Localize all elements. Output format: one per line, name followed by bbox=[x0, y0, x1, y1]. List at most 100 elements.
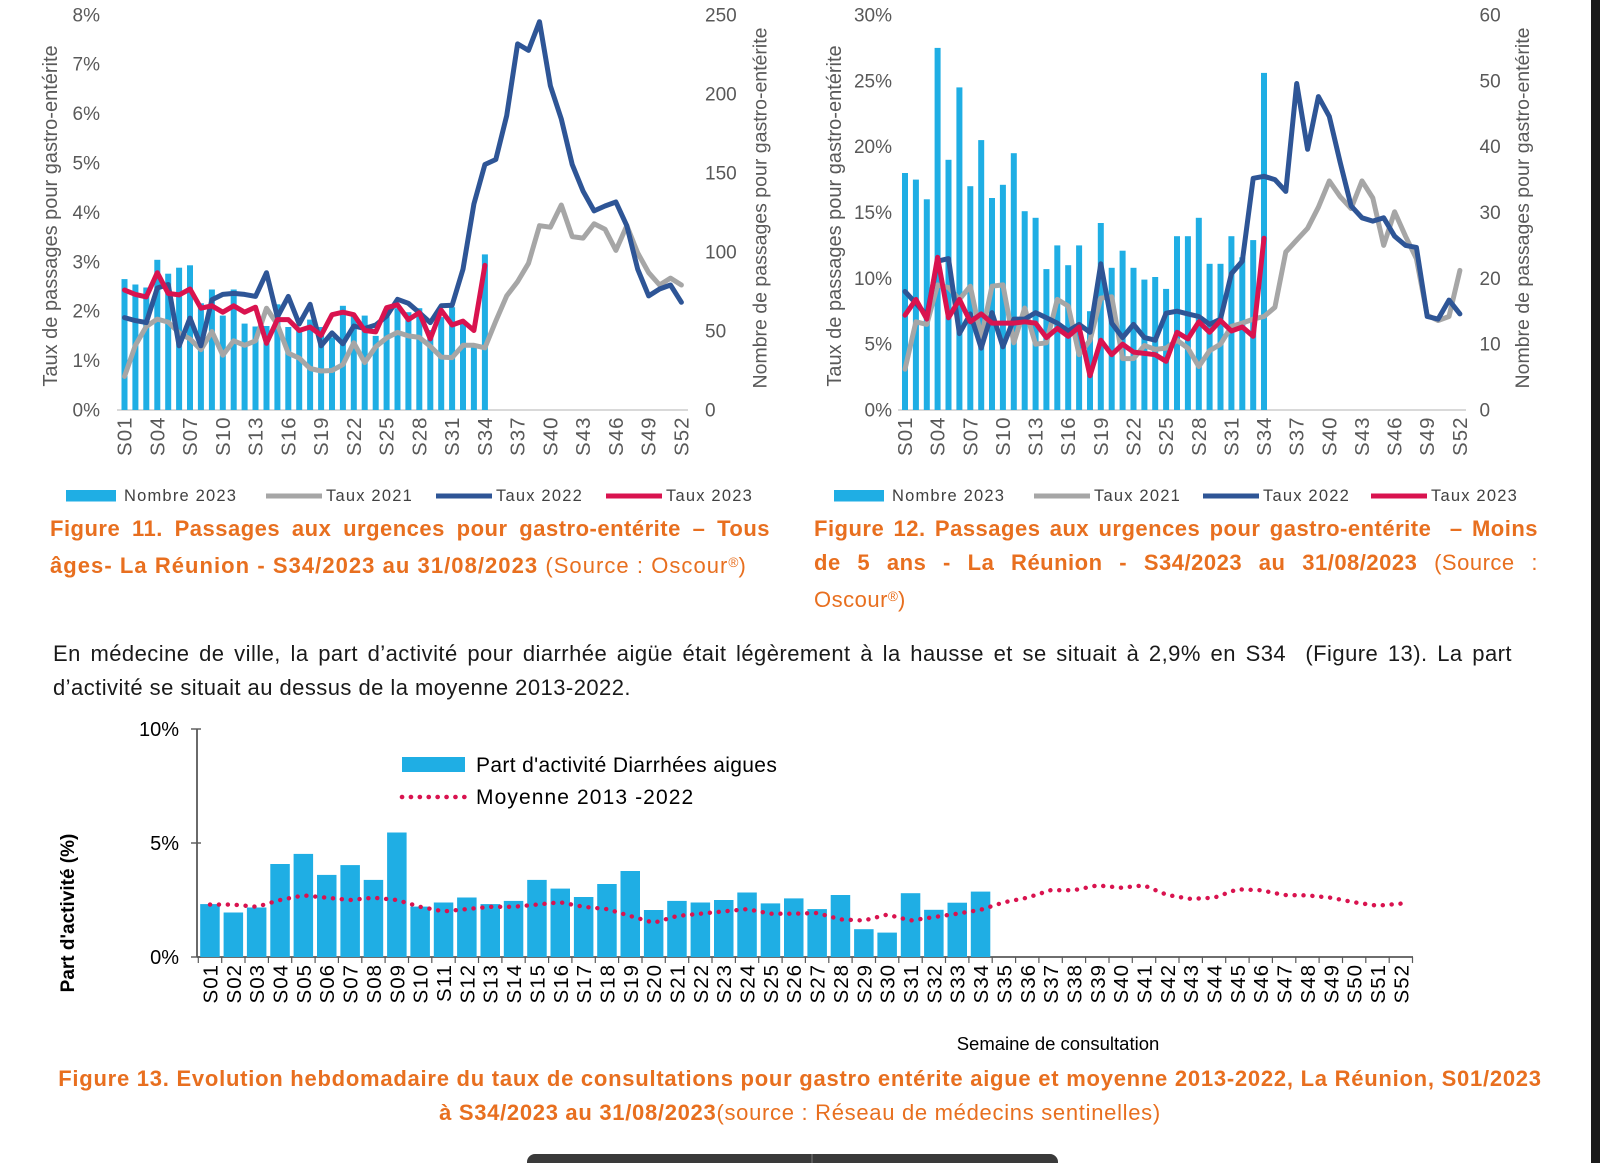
svg-text:S34: S34 bbox=[970, 964, 993, 1003]
svg-text:7%: 7% bbox=[73, 55, 101, 76]
svg-text:Moyenne 2013 -2022: Moyenne 2013 -2022 bbox=[476, 786, 694, 809]
svg-text:S10: S10 bbox=[212, 417, 235, 456]
svg-text:Taux 2021: Taux 2021 bbox=[326, 487, 413, 505]
svg-text:S28: S28 bbox=[830, 964, 853, 1003]
svg-text:S04: S04 bbox=[146, 417, 169, 456]
svg-text:S31: S31 bbox=[441, 417, 464, 456]
svg-text:S46: S46 bbox=[605, 417, 628, 456]
svg-text:0: 0 bbox=[1480, 401, 1491, 422]
svg-text:S01: S01 bbox=[114, 417, 137, 456]
svg-text:S19: S19 bbox=[310, 417, 333, 456]
svg-text:S27: S27 bbox=[807, 964, 830, 1003]
svg-text:250: 250 bbox=[705, 6, 737, 27]
svg-text:Part d'activité (%): Part d'activité (%) bbox=[58, 834, 79, 993]
svg-text:S50: S50 bbox=[1344, 964, 1367, 1003]
svg-text:S12: S12 bbox=[456, 964, 479, 1003]
svg-text:60: 60 bbox=[1480, 6, 1501, 27]
svg-text:S35: S35 bbox=[993, 964, 1016, 1003]
svg-text:S19: S19 bbox=[620, 964, 643, 1003]
svg-text:S07: S07 bbox=[959, 417, 982, 456]
svg-text:Taux 2023: Taux 2023 bbox=[1431, 487, 1518, 505]
svg-text:S10: S10 bbox=[410, 964, 433, 1003]
svg-text:S25: S25 bbox=[760, 964, 783, 1003]
svg-text:S13: S13 bbox=[1025, 417, 1048, 456]
svg-text:10%: 10% bbox=[139, 719, 179, 741]
svg-text:S18: S18 bbox=[597, 964, 620, 1003]
svg-text:S22: S22 bbox=[343, 417, 366, 456]
svg-text:S06: S06 bbox=[316, 964, 339, 1003]
svg-text:Taux de passages pour gastro-e: Taux de passages pour gastro-entérite bbox=[40, 45, 62, 386]
svg-text:Taux 2023: Taux 2023 bbox=[666, 487, 753, 505]
svg-text:15%: 15% bbox=[854, 203, 892, 224]
svg-text:S47: S47 bbox=[1274, 964, 1297, 1003]
svg-text:50: 50 bbox=[1480, 71, 1501, 92]
svg-text:S40: S40 bbox=[539, 417, 562, 456]
svg-text:5%: 5% bbox=[73, 154, 101, 175]
svg-text:Taux 2021: Taux 2021 bbox=[1094, 487, 1181, 505]
svg-text:2%: 2% bbox=[73, 302, 101, 323]
svg-text:S08: S08 bbox=[363, 964, 386, 1003]
svg-text:Nombre 2023: Nombre 2023 bbox=[892, 487, 1005, 505]
svg-text:S07: S07 bbox=[340, 964, 363, 1003]
svg-text:S16: S16 bbox=[1057, 417, 1080, 456]
svg-text:S28: S28 bbox=[1188, 417, 1211, 456]
svg-text:1%: 1% bbox=[73, 351, 101, 372]
svg-text:S19: S19 bbox=[1090, 417, 1113, 456]
svg-text:10%: 10% bbox=[854, 269, 892, 290]
svg-text:Taux 2022: Taux 2022 bbox=[1263, 487, 1350, 505]
svg-text:S43: S43 bbox=[1351, 417, 1374, 456]
svg-text:S49: S49 bbox=[638, 417, 661, 456]
svg-text:S41: S41 bbox=[1134, 964, 1157, 1003]
svg-text:100: 100 bbox=[705, 243, 737, 264]
svg-text:S16: S16 bbox=[550, 964, 573, 1003]
svg-text:5%: 5% bbox=[865, 335, 893, 356]
svg-text:S37: S37 bbox=[507, 417, 530, 456]
svg-text:S34: S34 bbox=[474, 417, 497, 456]
svg-text:S25: S25 bbox=[376, 417, 399, 456]
svg-text:Taux de passages pour gastro-e: Taux de passages pour gastro-entérite bbox=[824, 45, 846, 386]
svg-text:20%: 20% bbox=[854, 137, 892, 158]
svg-text:S39: S39 bbox=[1087, 964, 1110, 1003]
svg-text:Nombre de passages pour gastro: Nombre de passages pour gastro-entérite bbox=[750, 28, 772, 389]
svg-text:Taux 2022: Taux 2022 bbox=[496, 487, 583, 505]
svg-text:S24: S24 bbox=[737, 964, 760, 1003]
svg-text:200: 200 bbox=[705, 85, 737, 106]
svg-text:S07: S07 bbox=[179, 417, 202, 456]
svg-text:S52: S52 bbox=[670, 417, 693, 456]
svg-text:S15: S15 bbox=[526, 964, 549, 1003]
svg-text:S31: S31 bbox=[1220, 417, 1243, 456]
svg-text:S23: S23 bbox=[713, 964, 736, 1003]
svg-text:S37: S37 bbox=[1040, 964, 1063, 1003]
svg-text:0%: 0% bbox=[150, 947, 179, 969]
svg-text:S52: S52 bbox=[1390, 964, 1413, 1003]
svg-text:S21: S21 bbox=[667, 964, 690, 1003]
svg-text:S46: S46 bbox=[1250, 964, 1273, 1003]
svg-text:S22: S22 bbox=[1123, 417, 1146, 456]
svg-text:10: 10 bbox=[1480, 335, 1501, 356]
svg-text:S49: S49 bbox=[1320, 964, 1343, 1003]
svg-text:S14: S14 bbox=[503, 964, 526, 1003]
svg-text:S20: S20 bbox=[643, 964, 666, 1003]
svg-text:S36: S36 bbox=[1017, 964, 1040, 1003]
svg-text:S46: S46 bbox=[1384, 417, 1407, 456]
svg-text:S09: S09 bbox=[386, 964, 409, 1003]
svg-text:S31: S31 bbox=[900, 964, 923, 1003]
svg-text:S44: S44 bbox=[1204, 964, 1227, 1003]
svg-text:S04: S04 bbox=[927, 417, 950, 456]
svg-text:S04: S04 bbox=[270, 964, 293, 1003]
svg-text:S33: S33 bbox=[947, 964, 970, 1003]
svg-text:S34: S34 bbox=[1253, 417, 1276, 456]
svg-text:Nombre 2023: Nombre 2023 bbox=[124, 487, 237, 505]
svg-text:40: 40 bbox=[1480, 137, 1501, 158]
svg-text:S38: S38 bbox=[1064, 964, 1087, 1003]
svg-text:S48: S48 bbox=[1297, 964, 1320, 1003]
svg-text:S49: S49 bbox=[1416, 417, 1439, 456]
svg-text:S37: S37 bbox=[1286, 417, 1309, 456]
svg-text:S29: S29 bbox=[853, 964, 876, 1003]
svg-text:S13: S13 bbox=[480, 964, 503, 1003]
svg-text:S42: S42 bbox=[1157, 964, 1180, 1003]
svg-text:0: 0 bbox=[705, 401, 716, 422]
svg-text:S51: S51 bbox=[1367, 964, 1390, 1003]
svg-text:S43: S43 bbox=[572, 417, 595, 456]
svg-text:S01: S01 bbox=[894, 417, 917, 456]
